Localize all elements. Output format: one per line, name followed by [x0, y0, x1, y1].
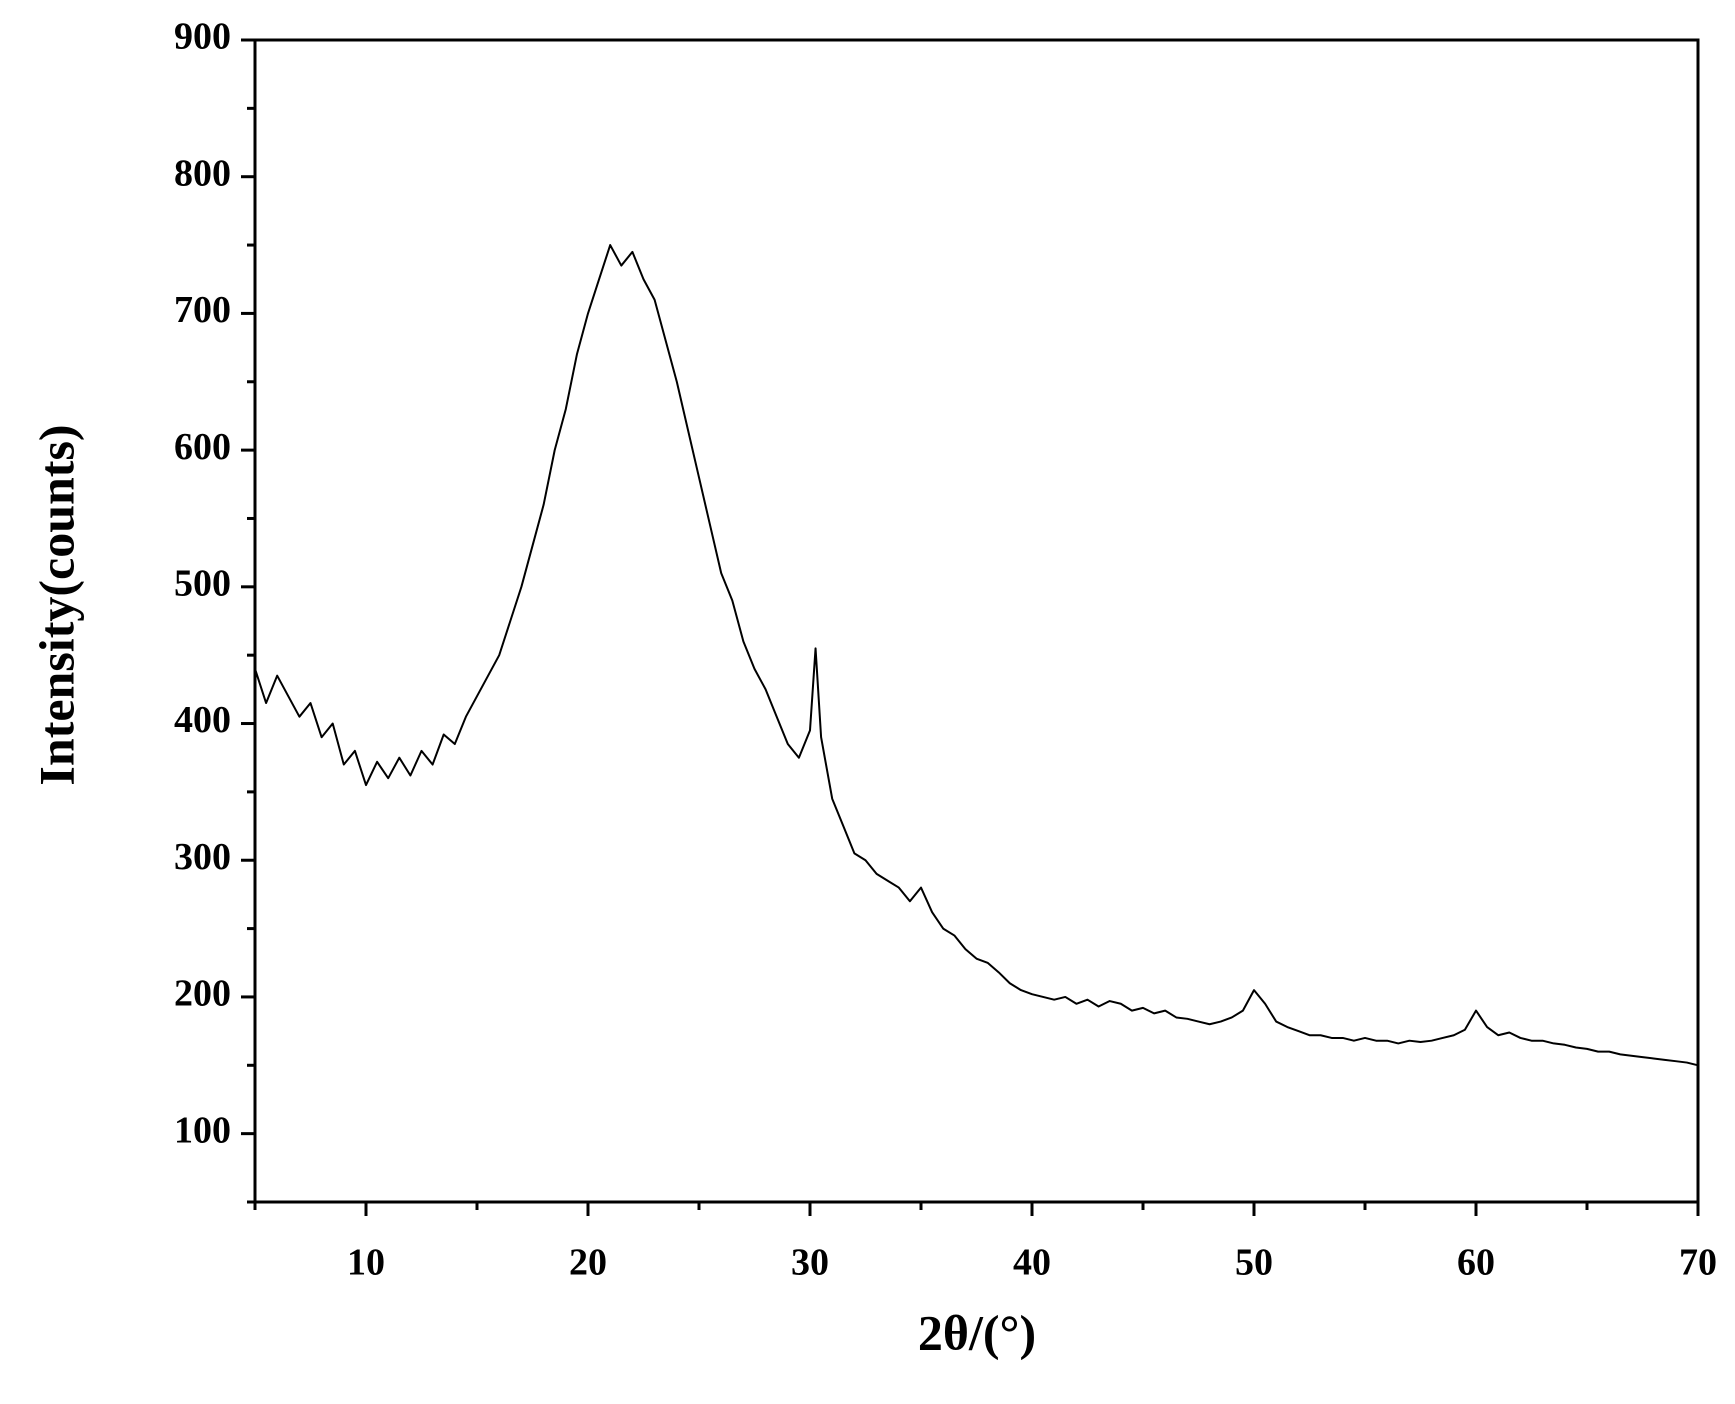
- y-tick-label: 700: [174, 289, 231, 331]
- x-tick-label: 50: [1235, 1242, 1273, 1284]
- x-tick-label: 60: [1457, 1242, 1495, 1284]
- y-tick-label: 400: [174, 699, 231, 741]
- x-tick-label: 10: [347, 1242, 385, 1284]
- x-tick-label: 20: [569, 1242, 607, 1284]
- y-tick-label: 500: [174, 563, 231, 605]
- x-axis-label: 2θ/(°): [918, 1304, 1036, 1360]
- x-tick-label: 40: [1013, 1242, 1051, 1284]
- y-tick-label: 900: [174, 16, 231, 58]
- y-tick-label: 200: [174, 973, 231, 1015]
- y-tick-label: 600: [174, 426, 231, 468]
- y-tick-label: 800: [174, 152, 231, 194]
- x-tick-label: 30: [791, 1242, 829, 1284]
- y-tick-label: 100: [174, 1109, 231, 1151]
- y-axis-label: Intensity(counts): [28, 424, 84, 785]
- data-line: [254, 244, 1699, 1067]
- plot-frame: [253, 38, 1700, 1204]
- x-tick-label: 70: [1679, 1242, 1717, 1284]
- y-tick-label: 300: [174, 836, 231, 878]
